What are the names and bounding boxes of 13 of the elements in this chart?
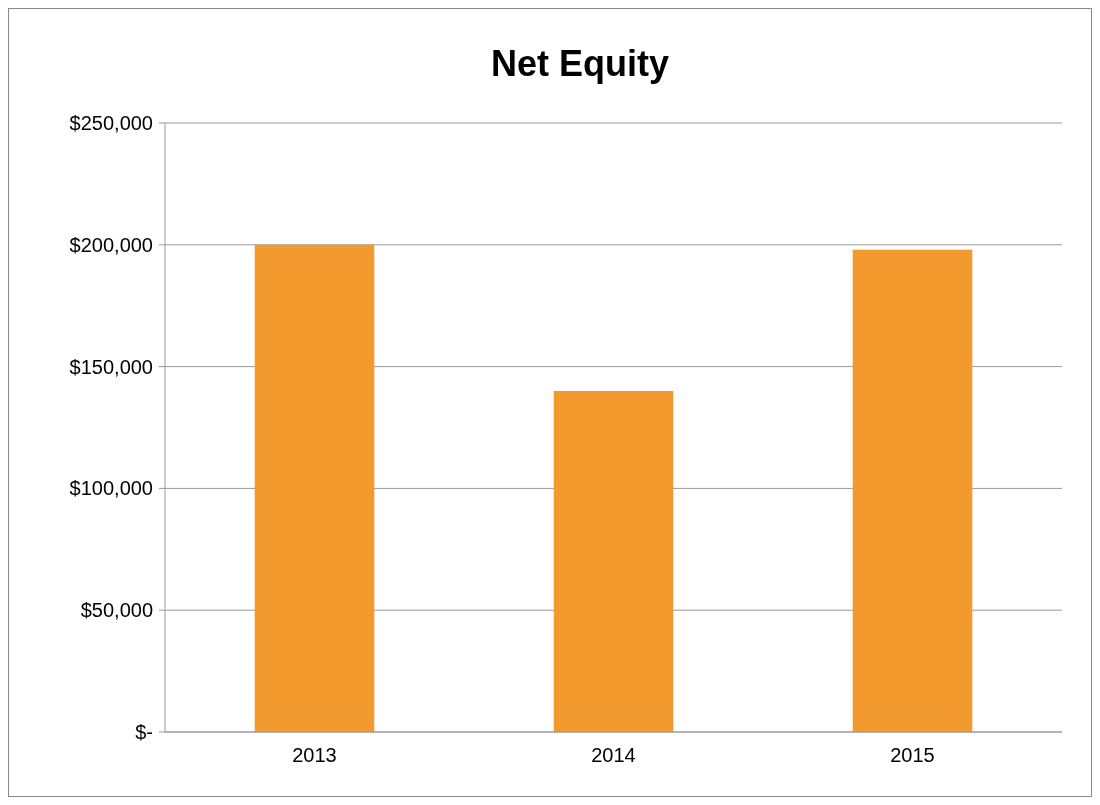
y-tick-label: $200,000: [69, 233, 153, 256]
y-tick-label: $250,000: [69, 112, 153, 134]
y-tick-label: $-: [135, 721, 153, 743]
x-tick-label: 2013: [292, 744, 337, 766]
y-tick-label: $50,000: [80, 599, 153, 622]
bar: [254, 244, 375, 732]
y-tick-label: $100,000: [69, 477, 153, 500]
x-tick-label: 2014: [591, 744, 636, 766]
bar: [852, 249, 973, 732]
chart-title: Net Equity: [490, 43, 670, 84]
y-tick-label: $150,000: [69, 355, 153, 378]
x-tick-label: 2015: [890, 744, 935, 766]
bar: [553, 390, 674, 732]
